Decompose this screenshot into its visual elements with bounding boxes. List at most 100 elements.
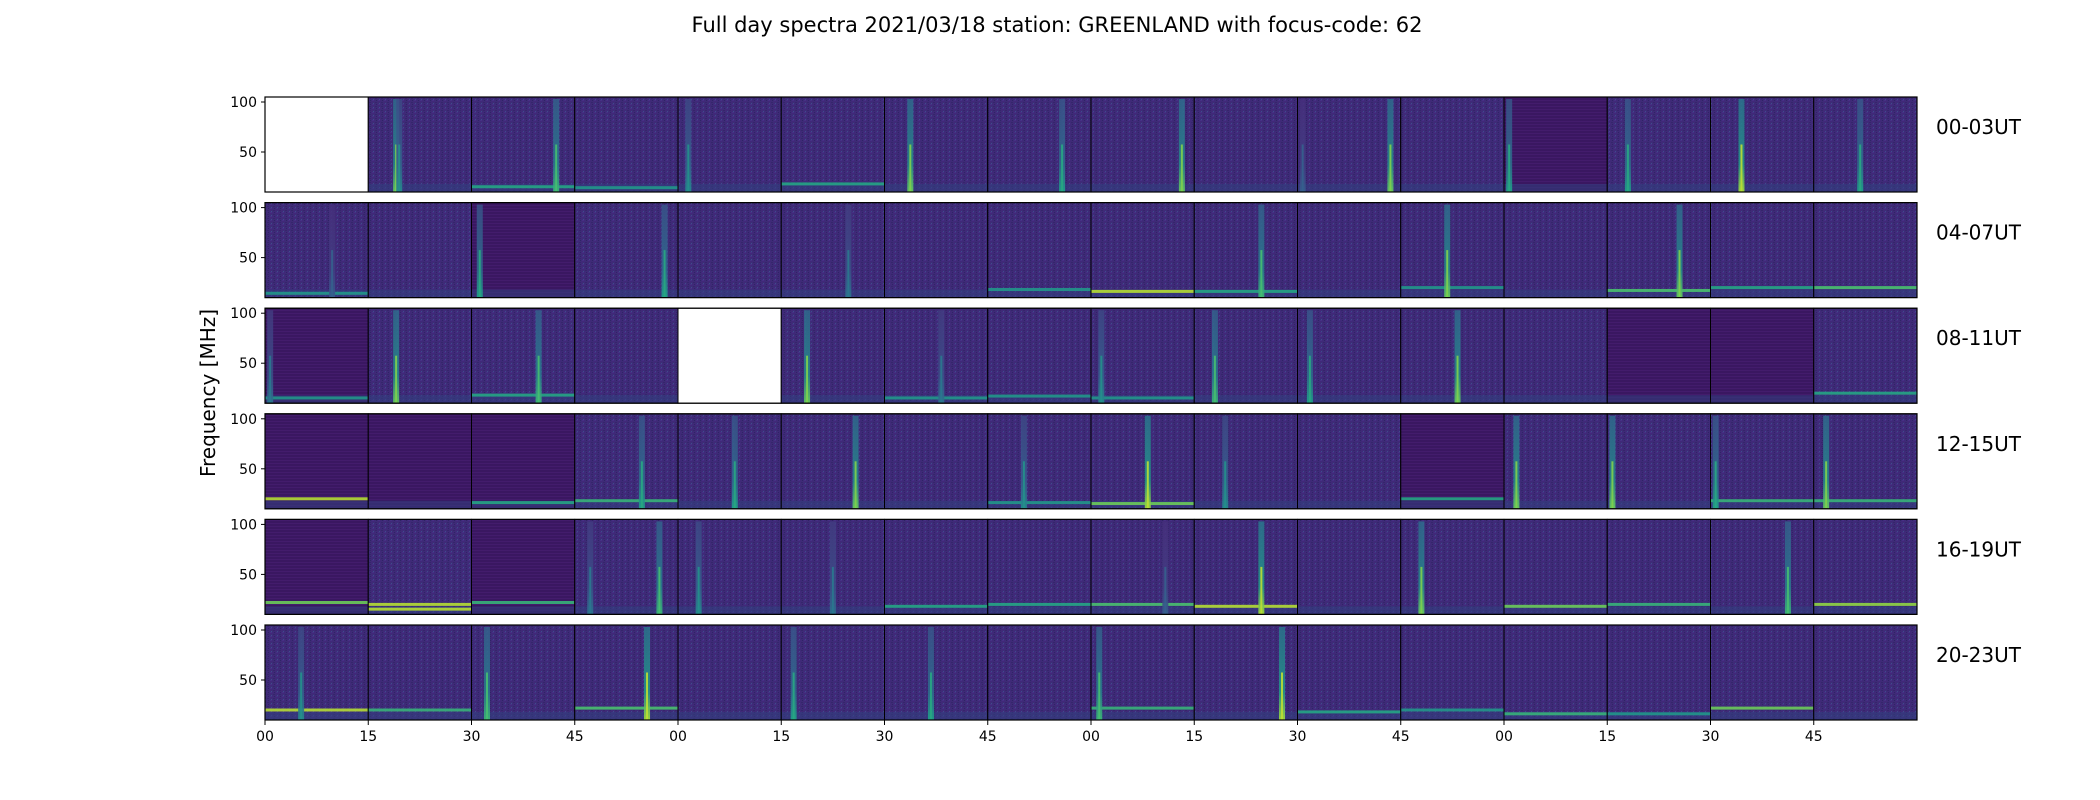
panel-background [1710,625,1814,720]
noise-floor [574,395,678,404]
panel-background [1091,308,1195,404]
panel-background [1607,308,1711,404]
band-mark [1813,286,1917,290]
burst-core [792,672,795,720]
band-mark [1091,289,1195,293]
spectrum-panel [1090,624,1195,721]
panel-background [1710,308,1814,404]
noise-floor [781,184,885,192]
panel-background [1400,308,1504,404]
panel-background [471,413,575,509]
spectrum-panel [1400,202,1505,299]
row-frame [264,413,1918,510]
noise-floor [678,289,782,298]
noise-floor [1607,395,1711,404]
spectrum-panel [1090,518,1195,615]
panel-background [781,625,885,720]
spectrum-panel [1710,413,1815,510]
x-tick-label: 30 [876,729,894,745]
noise-floor [678,606,782,615]
noise-floor [987,395,1091,404]
noise-floor [1710,289,1814,298]
row-label: 12-15UT [1936,432,2022,456]
spectrum-panel [574,96,679,193]
noise-floor [1607,289,1711,298]
y-tick-label: 100 [230,306,257,322]
burst-core [1281,672,1284,720]
band-mark [781,182,885,186]
noise-floor [1504,712,1608,720]
row-frame [264,96,1918,193]
band-mark [1607,602,1711,606]
band-mark [987,288,1091,291]
spectrum-panel [1090,413,1195,510]
noise-floor [1297,184,1401,192]
burst-core [1626,144,1629,192]
noise-floor [1504,289,1608,298]
spectrum-panel [1193,413,1298,510]
spectrum-panel [987,413,1092,510]
panel-background [678,97,782,192]
noise-floor [1400,289,1504,298]
panel-background [574,308,678,404]
band-mark [265,396,369,400]
spectrum-panel [1710,624,1815,721]
panel-background [1297,202,1401,298]
noise-floor [884,500,988,509]
burst-core [687,144,690,192]
spectrum-panel [1297,624,1402,721]
panel-background [1504,413,1608,509]
spectrum-panel [1503,518,1608,615]
noise-floor [471,712,575,720]
burst-core [1260,250,1263,298]
band-mark [1400,708,1504,712]
burst-core [1146,461,1149,509]
burst-core [1389,144,1392,192]
spectrum-panel [1606,307,1711,404]
band-mark [471,501,575,505]
band-mark [265,291,369,295]
burst-core [1164,566,1167,615]
panel-background [1194,97,1298,192]
band-mark [987,501,1091,505]
row-label: 20-23UT [1936,643,2022,667]
band-mark [1710,286,1814,290]
spectrum-panel [1193,307,1298,404]
spectrum-panel [1813,518,1918,615]
spectrum-panel [574,413,679,510]
spectrum-panel [367,96,472,193]
spectrum-panel [780,202,885,299]
noise-floor [368,184,472,192]
noise-floor [781,712,885,720]
burst-core [478,250,481,298]
spectra-grid: 100 50 00-03UT 100 50 04-07UT 100 50 08-11UT 100 5… [230,95,2022,721]
y-tick-label: 50 [239,673,257,689]
burst-core [831,566,834,615]
burst-core [1301,144,1304,192]
spectrum-panel [1297,307,1402,404]
spectrum-panel [1297,202,1402,299]
y-axis-label: Frequency [MHz] [196,309,220,477]
spectrum-panel [1813,202,1918,299]
burst-core [1098,672,1101,720]
noise-floor [368,500,472,509]
panel-background [1813,308,1917,404]
burst-core [1213,355,1216,404]
spectrum-panel [1710,518,1815,615]
noise-floor [1813,289,1917,298]
spectrum-panel [1710,96,1815,193]
row-08-11UT: 100 50 08-11UT [230,306,2022,404]
spectrum-panel [1400,624,1505,721]
noise-floor [1813,395,1917,404]
spectrum-panel [1400,96,1505,193]
spectrum-panel [1297,413,1402,510]
panel-background [987,202,1091,298]
spectrum-panel [1193,518,1298,615]
panel-background [1504,202,1608,298]
panel-background [678,202,782,298]
spectrum-panel [987,624,1092,721]
panel-background [1607,625,1711,720]
spectrum-panel [677,413,782,510]
noise-floor [987,289,1091,298]
spectrum-panel [1193,96,1298,193]
